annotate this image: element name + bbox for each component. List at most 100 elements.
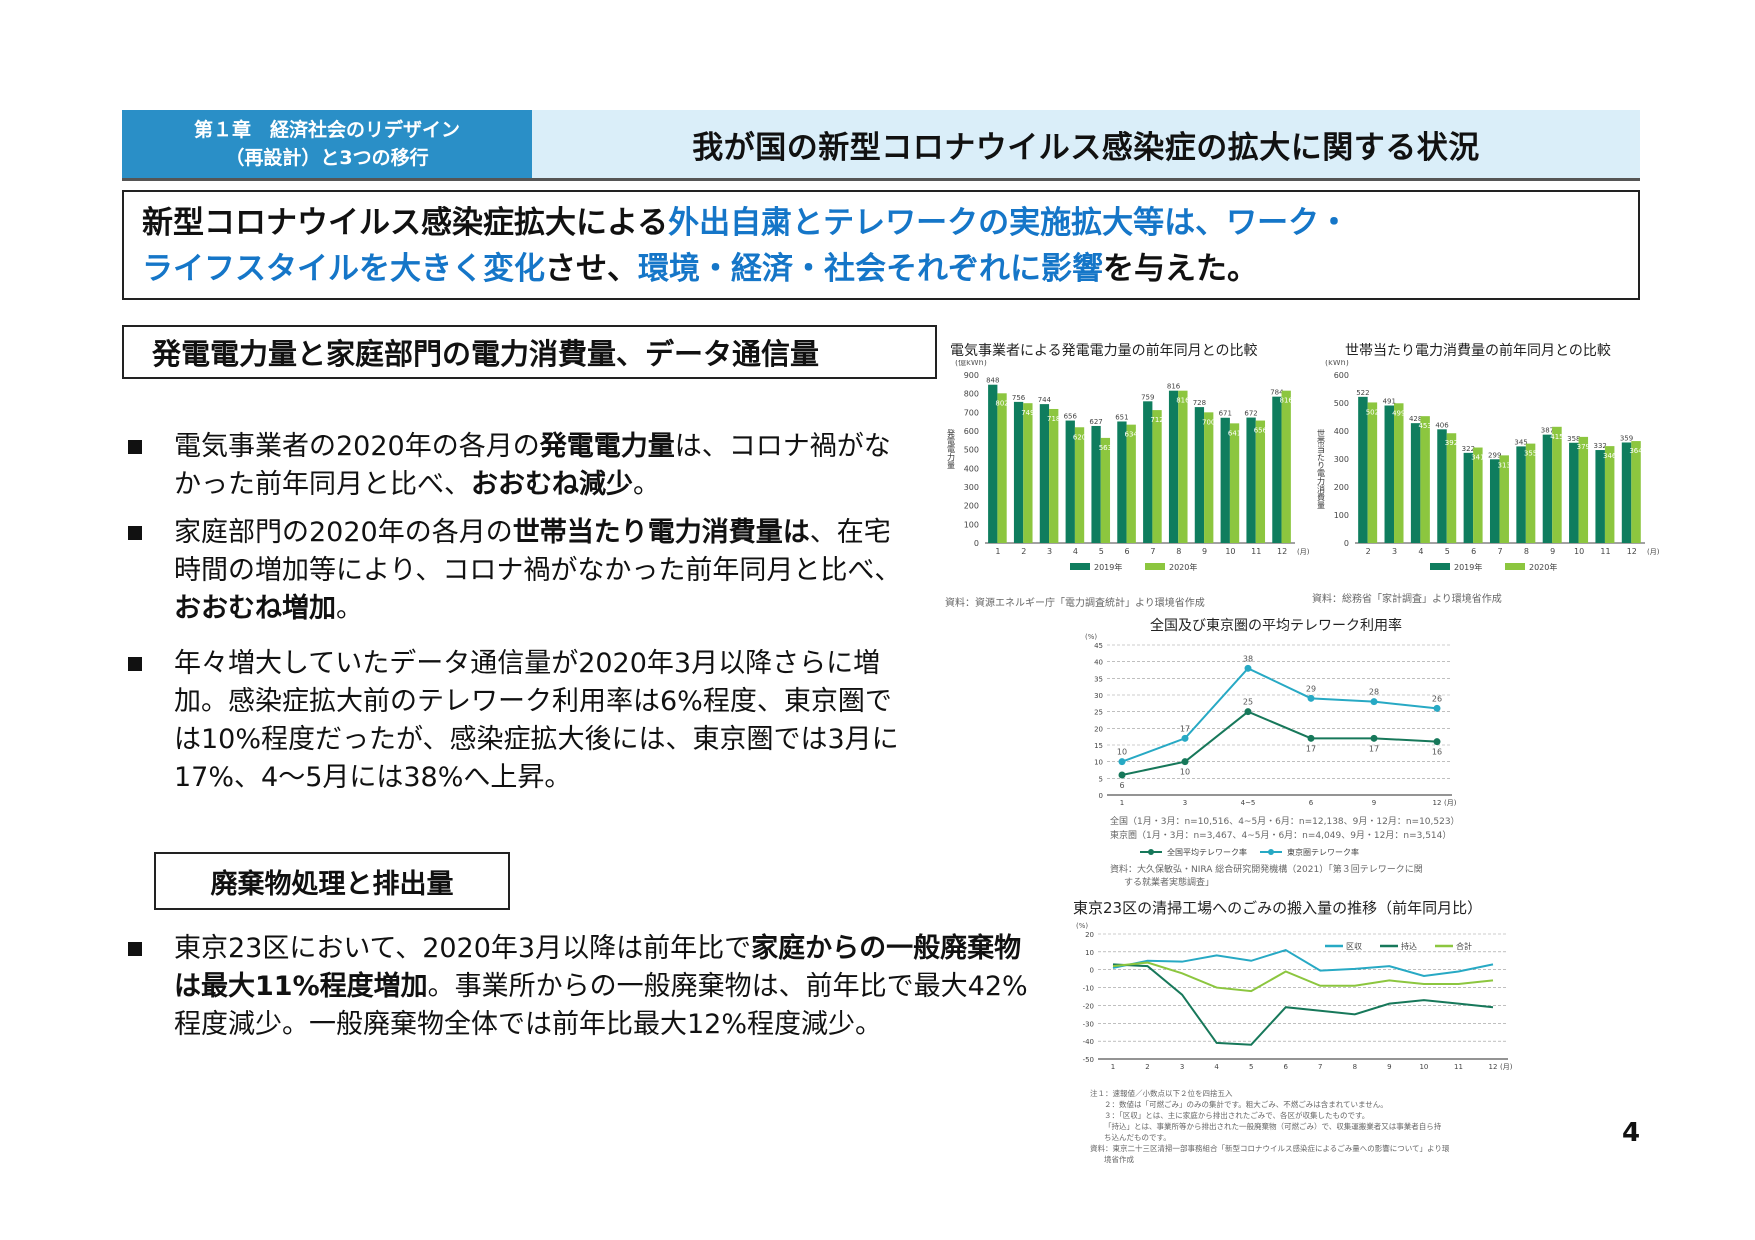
- svg-text:発電電力量: 発電電力量: [947, 429, 956, 469]
- chart-title-waste: 東京23区の清掃工場へのごみの搬入量の推移（前年同月比）: [1073, 899, 1483, 917]
- svg-text:332: 332: [1593, 442, 1606, 450]
- svg-text:1: 1: [995, 547, 1000, 556]
- svg-text:4: 4: [1214, 1063, 1219, 1071]
- svg-text:12: 12: [1433, 799, 1442, 807]
- svg-text:299: 299: [1488, 451, 1501, 459]
- svg-text:491: 491: [1383, 398, 1396, 406]
- sample-note: 東京圏（1月・3月：n=3,467、4~5月・6月：n=4,049、9月・12月…: [1110, 831, 1452, 841]
- svg-text:3: 3: [1392, 547, 1397, 556]
- svg-text:522: 522: [1356, 389, 1369, 397]
- svg-text:(%): (%): [1076, 922, 1088, 930]
- svg-text:756: 756: [1012, 394, 1026, 402]
- svg-text:341: 341: [1471, 454, 1484, 462]
- bullet-text: 東京23区において、2020年3月以降は前年比で: [174, 933, 752, 964]
- svg-text:12: 12: [1627, 547, 1637, 556]
- bullet-text: 、在宅時間の増加等により、コロナ禍がなかった前年同月と比べ、: [174, 517, 902, 586]
- svg-text:500: 500: [1334, 399, 1349, 408]
- chart-note-line: 境省作成: [1104, 1155, 1134, 1164]
- svg-text:2020年: 2020年: [1529, 562, 1557, 572]
- svg-text:2: 2: [1021, 547, 1026, 556]
- svg-text:3: 3: [1180, 1063, 1184, 1071]
- svg-text:5: 5: [1099, 775, 1103, 783]
- svg-text:7: 7: [1497, 547, 1502, 556]
- chapter-line-1: 第１章 経済社会のリデザイン: [193, 119, 460, 141]
- svg-text:2019年: 2019年: [1454, 562, 1482, 572]
- svg-text:364: 364: [1629, 447, 1643, 455]
- svg-text:10: 10: [1094, 759, 1103, 767]
- page-title-bar: 我が国の新型コロナウイルス感染症の拡大に関する状況: [532, 110, 1640, 178]
- svg-text:4~5: 4~5: [1241, 799, 1256, 807]
- bullet-square-icon: [128, 942, 142, 956]
- svg-text:10: 10: [1419, 1063, 1428, 1071]
- summary-highlight-3: 環境・経済・社会それぞれに影響: [638, 251, 1103, 287]
- svg-text:415: 415: [1550, 433, 1563, 441]
- svg-text:816: 816: [1176, 397, 1190, 405]
- svg-text:(億kWh): (億kWh): [955, 360, 987, 367]
- svg-text:8: 8: [1176, 547, 1181, 556]
- svg-text:627: 627: [1089, 418, 1102, 426]
- svg-text:300: 300: [964, 483, 979, 492]
- svg-text:35: 35: [1094, 675, 1103, 683]
- summary-text-3: を与えた。: [1103, 251, 1258, 287]
- svg-text:0: 0: [974, 539, 979, 548]
- svg-text:0: 0: [1344, 539, 1349, 548]
- svg-text:651: 651: [1115, 413, 1128, 421]
- svg-text:9: 9: [1550, 547, 1555, 556]
- svg-text:700: 700: [1202, 418, 1215, 426]
- svg-text:656: 656: [1064, 413, 1078, 421]
- svg-text:5: 5: [1249, 1063, 1253, 1071]
- svg-text:3: 3: [1047, 547, 1052, 556]
- section-heading-text: 発電電力量と家庭部門の電力消費量、データ通信量: [152, 337, 820, 371]
- svg-text:10: 10: [1225, 547, 1235, 556]
- bullet-bold: 発電電力量: [539, 431, 675, 462]
- svg-text:-20: -20: [1083, 1002, 1094, 1010]
- chapter-line-2: （再設計）と3つの移行: [225, 147, 429, 169]
- svg-text:4: 4: [1073, 547, 1078, 556]
- svg-text:38: 38: [1243, 654, 1253, 663]
- svg-text:313: 313: [1498, 461, 1511, 469]
- chart-note-line: 資料：東京二十三区清掃一部事務組合「新型コロナウイルス感染症によるごみ量への影響…: [1090, 1144, 1450, 1153]
- svg-text:45: 45: [1094, 642, 1103, 650]
- svg-text:10: 10: [1180, 768, 1190, 777]
- svg-text:2019年: 2019年: [1094, 562, 1122, 572]
- svg-text:358: 358: [1567, 435, 1580, 443]
- svg-text:712: 712: [1150, 416, 1163, 424]
- svg-text:400: 400: [964, 464, 979, 473]
- chart-note-line: 「持込」とは、事業所等から排出された一般廃棄物（可燃ごみ）で、収集運搬業者又は事…: [1104, 1122, 1442, 1131]
- svg-text:6: 6: [1471, 547, 1476, 556]
- svg-text:28: 28: [1369, 688, 1379, 697]
- page-number: 4: [1622, 1118, 1641, 1148]
- bullet-item: 電気事業者の2020年の各月の発電電力量は、コロナ禍がなかった前年同月と比べ、お…: [128, 428, 908, 504]
- svg-text:-40: -40: [1083, 1038, 1094, 1046]
- svg-text:2: 2: [1145, 1063, 1149, 1071]
- svg-text:300: 300: [1334, 455, 1349, 464]
- svg-text:1: 1: [1111, 1063, 1115, 1071]
- chapter-label: 第１章 経済社会のリデザイン （再設計）と3つの移行: [122, 110, 532, 178]
- svg-text:11: 11: [1600, 547, 1610, 556]
- svg-text:5: 5: [1099, 547, 1104, 556]
- svg-text:9: 9: [1387, 1063, 1391, 1071]
- svg-text:12: 12: [1277, 547, 1287, 556]
- svg-text:3: 3: [1183, 799, 1187, 807]
- svg-text:453: 453: [1418, 422, 1431, 430]
- svg-text:11: 11: [1251, 547, 1261, 556]
- svg-text:759: 759: [1141, 393, 1154, 401]
- svg-text:25: 25: [1243, 698, 1253, 707]
- svg-text:6: 6: [1125, 547, 1130, 556]
- svg-text:全国平均テレワーク率: 全国平均テレワーク率: [1167, 847, 1247, 857]
- summary-text-1: 新型コロナウイルス感染症拡大による: [142, 205, 669, 241]
- svg-text:672: 672: [1244, 410, 1257, 418]
- svg-text:379: 379: [1577, 443, 1590, 451]
- svg-text:-50: -50: [1083, 1056, 1094, 1064]
- svg-text:-10: -10: [1083, 985, 1094, 993]
- svg-text:15: 15: [1094, 742, 1103, 750]
- svg-text:641: 641: [1228, 429, 1241, 437]
- svg-text:100: 100: [1334, 511, 1349, 520]
- svg-text:718: 718: [1047, 415, 1060, 423]
- svg-text:700: 700: [964, 408, 979, 417]
- chart-title-telework: 全国及び東京圏の平均テレワーク利用率: [1150, 618, 1402, 634]
- svg-text:10: 10: [1574, 547, 1584, 556]
- title-divider: [122, 178, 1640, 181]
- chart-note-line: ３：「区収」とは、主に家庭から排出されたごみで、各区が収集したものです。: [1104, 1111, 1370, 1120]
